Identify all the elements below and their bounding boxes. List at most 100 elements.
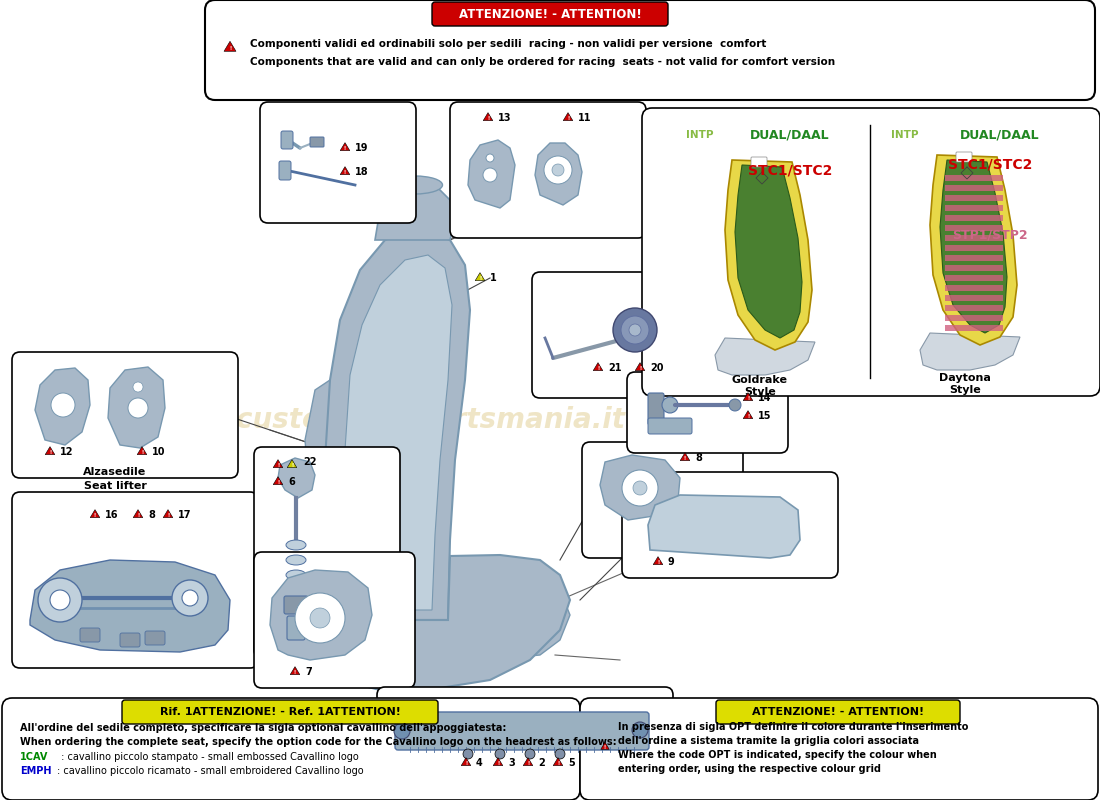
FancyBboxPatch shape <box>580 698 1098 800</box>
Polygon shape <box>270 570 372 660</box>
Polygon shape <box>108 367 165 448</box>
Polygon shape <box>635 362 645 370</box>
Text: 2: 2 <box>538 758 544 768</box>
Circle shape <box>556 749 565 759</box>
Circle shape <box>495 749 505 759</box>
Text: entering order, using the respective colour grid: entering order, using the respective col… <box>618 764 881 774</box>
Polygon shape <box>945 325 1003 331</box>
Polygon shape <box>90 510 100 518</box>
Text: Seat lifter: Seat lifter <box>84 481 146 491</box>
Circle shape <box>552 164 564 176</box>
Polygon shape <box>920 333 1020 370</box>
Circle shape <box>662 397 678 413</box>
Polygon shape <box>278 458 315 498</box>
FancyBboxPatch shape <box>12 492 258 668</box>
Text: !: ! <box>487 116 490 122</box>
Polygon shape <box>600 455 680 520</box>
FancyBboxPatch shape <box>205 0 1094 100</box>
Text: ATTENZIONE! - ATTENTION!: ATTENZIONE! - ATTENTION! <box>459 7 641 21</box>
Text: 15: 15 <box>758 411 771 421</box>
Polygon shape <box>563 113 573 121</box>
FancyBboxPatch shape <box>254 447 400 658</box>
Text: 10: 10 <box>152 447 165 457</box>
Polygon shape <box>648 495 800 558</box>
Text: 6: 6 <box>288 477 295 487</box>
Text: 19: 19 <box>355 143 368 153</box>
Circle shape <box>621 470 658 506</box>
Text: INTP: INTP <box>686 130 714 140</box>
Polygon shape <box>744 393 752 401</box>
Text: Alzasedile: Alzasedile <box>84 467 146 477</box>
Circle shape <box>128 398 148 418</box>
Text: 13: 13 <box>498 113 512 123</box>
Circle shape <box>629 324 641 336</box>
Polygon shape <box>601 742 609 750</box>
Circle shape <box>39 578 82 622</box>
Circle shape <box>394 723 410 739</box>
Text: : cavallino piccolo stampato - small embossed Cavallino logo: : cavallino piccolo stampato - small emb… <box>58 752 359 762</box>
Text: !: ! <box>747 414 749 419</box>
Text: Where the code OPT is indicated, specify the colour when: Where the code OPT is indicated, specify… <box>618 750 937 760</box>
FancyBboxPatch shape <box>627 372 788 453</box>
Polygon shape <box>593 362 603 370</box>
Circle shape <box>613 308 657 352</box>
FancyBboxPatch shape <box>122 700 438 724</box>
Circle shape <box>632 722 648 738</box>
Text: 7: 7 <box>305 667 311 677</box>
Text: !: ! <box>290 463 293 468</box>
Text: !: ! <box>344 146 346 151</box>
Polygon shape <box>30 560 230 652</box>
Text: DUAL/DAAL: DUAL/DAAL <box>750 129 829 142</box>
Text: In presenza di sigla OPT definire il colore durante l'inserimento: In presenza di sigla OPT definire il col… <box>618 722 968 732</box>
Text: !: ! <box>277 463 279 468</box>
Circle shape <box>50 590 70 610</box>
FancyBboxPatch shape <box>377 687 673 778</box>
Text: custom for partsmania.it: custom for partsmania.it <box>235 406 625 434</box>
Circle shape <box>295 593 345 643</box>
Circle shape <box>133 382 143 392</box>
Text: Rif. 1ATTENZIONE! - Ref. 1ATTENTION!: Rif. 1ATTENZIONE! - Ref. 1ATTENTION! <box>160 707 400 717</box>
Text: !: ! <box>344 170 346 175</box>
Text: STC1/STC2: STC1/STC2 <box>948 158 1032 172</box>
Text: !: ! <box>229 46 231 51</box>
Polygon shape <box>224 42 236 51</box>
Text: 17: 17 <box>178 510 191 520</box>
Polygon shape <box>340 166 350 174</box>
Text: !: ! <box>497 762 499 766</box>
Text: !: ! <box>747 396 749 402</box>
Polygon shape <box>945 235 1003 241</box>
Text: !: ! <box>294 670 296 675</box>
Text: !: ! <box>141 450 143 455</box>
Polygon shape <box>945 285 1003 291</box>
Polygon shape <box>163 510 173 518</box>
Text: DUAL/DAAL: DUAL/DAAL <box>960 129 1040 142</box>
Circle shape <box>483 168 497 182</box>
FancyBboxPatch shape <box>145 631 165 645</box>
Text: !: ! <box>465 762 468 766</box>
Polygon shape <box>945 225 1003 231</box>
Circle shape <box>544 156 572 184</box>
Polygon shape <box>680 453 690 461</box>
FancyBboxPatch shape <box>956 152 972 162</box>
Polygon shape <box>340 142 350 150</box>
Polygon shape <box>945 305 1003 311</box>
Ellipse shape <box>286 585 306 595</box>
FancyBboxPatch shape <box>450 102 646 238</box>
Circle shape <box>621 316 649 344</box>
FancyBboxPatch shape <box>120 633 140 647</box>
Polygon shape <box>461 758 471 766</box>
Text: 1CAV: 1CAV <box>20 752 48 762</box>
Ellipse shape <box>286 570 306 580</box>
Circle shape <box>486 154 494 162</box>
Text: 4: 4 <box>476 758 483 768</box>
Circle shape <box>51 393 75 417</box>
Polygon shape <box>324 230 470 620</box>
Polygon shape <box>375 182 455 240</box>
Circle shape <box>172 580 208 616</box>
Polygon shape <box>735 165 802 338</box>
Text: !: ! <box>604 746 606 750</box>
Text: : cavallino piccolo ricamato - small embroidered Cavallino logo: : cavallino piccolo ricamato - small emb… <box>57 766 364 776</box>
Polygon shape <box>273 460 283 468</box>
Polygon shape <box>287 460 297 468</box>
Text: INTP: INTP <box>891 130 918 140</box>
